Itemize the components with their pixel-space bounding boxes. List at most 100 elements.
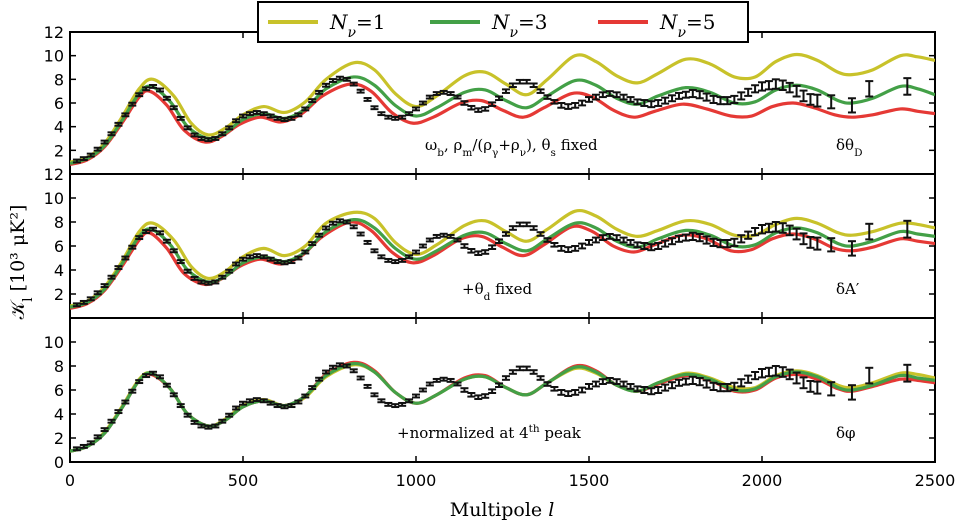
data-point: [322, 369, 331, 375]
data-point: [557, 389, 566, 396]
data-point: [225, 268, 234, 274]
data-point: [232, 261, 241, 267]
data-point: [446, 91, 455, 96]
data-point: [785, 224, 794, 237]
data-point: [612, 378, 621, 385]
data-point: [453, 94, 462, 100]
data-point: [391, 403, 400, 409]
data-point: [370, 392, 379, 398]
data-point: [522, 221, 531, 228]
legend-label: Nν=3: [491, 10, 548, 41]
data-point: [363, 383, 372, 389]
data-point: [342, 363, 351, 369]
data-point: [571, 389, 580, 396]
data-point: [522, 78, 531, 85]
y-tick-label: 10: [44, 189, 64, 208]
data-point: [799, 376, 808, 390]
data-point: [744, 374, 753, 384]
data-point: [114, 121, 123, 127]
data-point: [758, 81, 766, 92]
data-point: [460, 243, 469, 249]
data-point: [405, 398, 414, 404]
data-point: [591, 93, 600, 101]
data-point: [564, 103, 573, 110]
panel-label: δA′: [836, 280, 860, 298]
data-point: [515, 365, 524, 372]
data-point: [418, 243, 427, 249]
data-point: [453, 381, 462, 387]
data-point: [100, 139, 109, 145]
data-point: [308, 241, 317, 247]
data-point: [626, 239, 635, 246]
data-point: [169, 392, 178, 398]
data-point: [488, 388, 497, 394]
data-point: [342, 219, 351, 225]
y-tick-label: 8: [54, 70, 64, 89]
data-point: [149, 84, 158, 89]
y-tick-label: 10: [44, 47, 64, 66]
data-point: [688, 231, 697, 241]
data-point: [418, 100, 427, 106]
data-point: [335, 75, 344, 81]
data-point: [529, 369, 538, 375]
legend: Nν=1 Nν=3 Nν=5: [257, 1, 749, 43]
data-point: [197, 423, 206, 429]
data-point: [446, 233, 455, 239]
data-point: [668, 94, 677, 103]
data-point: [550, 242, 559, 248]
data-point: [605, 90, 614, 97]
data-point: [225, 125, 234, 131]
data-point: [619, 380, 628, 388]
data-point: [571, 245, 580, 252]
data-point: [785, 81, 794, 94]
data-point: [847, 384, 856, 401]
panel-label: δφ: [836, 424, 856, 442]
data-point: [86, 152, 95, 158]
data-point: [758, 224, 766, 235]
data-point: [799, 89, 808, 103]
data-point: [370, 105, 379, 111]
data-point: [266, 113, 275, 119]
data-point: [543, 237, 552, 243]
data-point: [744, 87, 753, 97]
data-point: [294, 255, 303, 261]
data-point: [778, 222, 787, 234]
data-point: [585, 239, 593, 246]
data-point: [557, 245, 566, 252]
data-point: [301, 393, 310, 399]
y-tick-label: 6: [54, 94, 64, 113]
data-point: [245, 398, 254, 404]
legend-entry: Nν=3: [430, 10, 548, 41]
legend-label: Nν=1: [329, 10, 386, 41]
data-point: [633, 241, 642, 249]
data-point: [827, 94, 836, 110]
data-point: [280, 404, 289, 410]
data-point: [412, 249, 420, 255]
data-point: [149, 370, 158, 376]
data-point: [169, 248, 178, 254]
data-point: [128, 101, 137, 107]
data-point: [564, 390, 573, 397]
data-point: [612, 91, 621, 99]
data-point: [847, 97, 856, 114]
data-point: [232, 118, 241, 124]
data-point: [273, 403, 282, 409]
data-point: [681, 233, 690, 242]
data-point: [93, 146, 102, 152]
data-point: [322, 82, 331, 88]
data-point: [239, 113, 247, 119]
data-point: [425, 94, 434, 100]
y-tick-label: 6: [54, 237, 64, 256]
data-point: [100, 427, 109, 433]
data-point: [315, 89, 324, 95]
data-point: [536, 88, 545, 94]
data-point: [107, 274, 116, 280]
data-point: [398, 257, 407, 263]
data-point: [335, 362, 344, 368]
data-point: [335, 218, 344, 224]
data-point: [363, 97, 372, 102]
data-point: [674, 234, 683, 243]
data-point: [322, 225, 331, 231]
data-point: [239, 256, 247, 262]
data-point: [453, 237, 462, 243]
